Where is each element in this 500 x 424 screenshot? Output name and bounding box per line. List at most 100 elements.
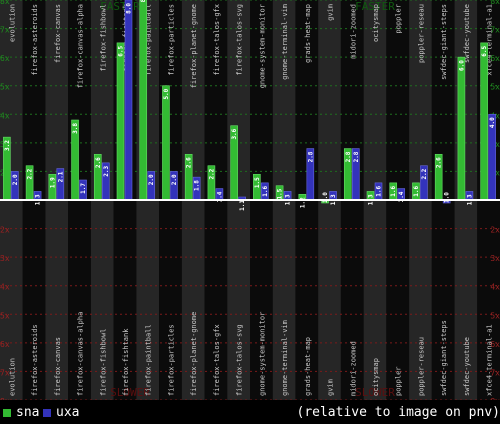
- value-label-uxa: 2.8: [307, 151, 314, 162]
- category-label-lower: firefox-fishtank: [122, 328, 130, 396]
- y-tick-upper-left: 7x: [0, 26, 10, 35]
- value-label-uxa: 1.6: [262, 185, 269, 196]
- legend-swatch-sna: [3, 409, 11, 417]
- value-label-uxa: 1.7: [80, 183, 87, 194]
- category-label-lower: firefox-asteroids: [31, 324, 39, 396]
- category-label-upper: firefox-talos-svg: [236, 4, 244, 76]
- bar-sna: [480, 42, 488, 201]
- value-label-uxa: 8.0: [126, 3, 133, 14]
- bar-sna: [139, 0, 148, 201]
- legend-item-uxa: uxa: [43, 402, 79, 424]
- y-tick-lower-right: 4x: [490, 283, 500, 292]
- value-label-uxa: 1.0: [444, 192, 451, 203]
- y-tick-upper-right: 5x: [490, 83, 500, 92]
- category-label-lower: midori-zoomed: [349, 341, 357, 396]
- value-label-sna: 2.2: [208, 168, 215, 179]
- y-tick-upper-right: 8x: [490, 0, 500, 6]
- category-label-lower: firefox-particles: [167, 324, 175, 396]
- reference-note: (relative to image on pnv): [296, 405, 500, 420]
- y-tick-lower-right: 6x: [490, 340, 500, 349]
- category-label-upper: firefox-canvas-alpha: [77, 4, 85, 88]
- category-label-upper: gvim: [327, 4, 335, 21]
- bar-sna: [457, 56, 466, 201]
- y-tick-lower-left: 3x: [0, 254, 10, 263]
- value-label-sna: 2.6: [95, 157, 102, 168]
- category-label-lower: firefox-fishbowl: [99, 329, 107, 396]
- y-tick-lower-left: 4x: [0, 283, 10, 292]
- category-label-lower: gvim: [327, 379, 335, 396]
- value-label-sna: 2.6: [436, 157, 443, 168]
- category-label-upper: evolution: [8, 4, 16, 42]
- bar-uxa: [124, 0, 133, 201]
- value-label-uxa: 2.3: [103, 165, 110, 176]
- value-label-uxa: 4.0: [489, 117, 496, 128]
- y-tick-lower-left: 5x: [0, 311, 10, 320]
- legend: sna uxa (relative to image on pnv): [0, 402, 500, 424]
- comparison-bar-chart: 2x2x3x3x4x4x5x5x6x6x7x7x8x8x2x2x3x3x4x4x…: [0, 0, 500, 400]
- y-tick-lower-left: 8x: [0, 397, 10, 400]
- slower-watermark: SLOWER: [110, 386, 150, 399]
- category-label-upper: poppler-reseau: [417, 4, 425, 63]
- value-label-uxa: 2.0: [12, 174, 19, 185]
- value-label-sna: 1.5: [277, 188, 284, 199]
- y-tick-upper-left: 8x: [0, 0, 10, 6]
- y-tick-upper-left: 5x: [0, 83, 10, 92]
- y-tick-lower-right: 2x: [490, 226, 500, 235]
- category-label-lower: firefox-canvas-alpha: [77, 312, 85, 396]
- category-label-upper: poppler: [395, 4, 403, 34]
- value-label-sna: 3.2: [4, 140, 11, 151]
- value-label-sna: 1.9: [49, 177, 56, 188]
- value-label-uxa: 2.2: [421, 168, 428, 179]
- category-label-upper: ocitysmap: [372, 4, 380, 42]
- category-label-lower: gnome-terminal-vim: [281, 320, 289, 396]
- bar-sna: [162, 85, 170, 201]
- category-label-lower: ocitysmap: [372, 358, 380, 396]
- legend-swatch-uxa: [43, 409, 51, 417]
- value-label-sna: 6.5: [481, 45, 488, 56]
- category-label-lower: grads-heat-map: [304, 337, 312, 396]
- value-label-uxa: 1.4: [398, 191, 405, 202]
- y-tick-lower-right: 8x: [490, 397, 500, 400]
- value-label-uxa: 1.4: [216, 191, 223, 202]
- bar-sna: [116, 42, 125, 201]
- y-tick-upper-right: 6x: [490, 54, 500, 63]
- value-label-uxa: 1.6: [376, 185, 383, 196]
- y-tick-lower-right: 7x: [490, 368, 500, 377]
- value-label-uxa: 2.0: [148, 174, 155, 185]
- category-label-lower: firefox-talos-svg: [236, 324, 244, 396]
- y-tick-lower-left: 2x: [0, 226, 10, 235]
- legend-label-sna: sna: [16, 405, 40, 420]
- value-label-sna: 1.5: [254, 177, 261, 188]
- value-label-sna: 2.6: [186, 157, 193, 168]
- value-label-sna: 3.6: [231, 128, 238, 139]
- y-tick-lower-right: 3x: [490, 254, 500, 263]
- value-label-sna: 8.4: [140, 0, 147, 2]
- category-label-upper: firefox-paintball: [145, 4, 153, 76]
- value-label-uxa: 1.1: [239, 200, 246, 211]
- category-label-upper: firefox-fishbowl: [99, 4, 107, 71]
- value-label-uxa: 2.1: [57, 171, 64, 182]
- category-label-upper: firefox-talos-gfx: [213, 4, 221, 76]
- y-tick-upper-right: 7x: [490, 26, 500, 35]
- y-tick-upper-left: 6x: [0, 54, 10, 63]
- value-label-uxa: 2.0: [171, 174, 178, 185]
- value-label-sna: 5.0: [163, 88, 170, 99]
- value-label-sna: 6.5: [118, 45, 125, 56]
- value-label-sna: 1.2: [299, 197, 306, 208]
- category-label-upper: swfdec-giant-steps: [440, 4, 448, 80]
- category-label-upper: gnome-system-monitor: [258, 4, 266, 88]
- category-label-lower: swfdec-youtube: [463, 337, 471, 396]
- value-label-sna: 2.8: [345, 151, 352, 162]
- value-label-uxa: 1.8: [194, 180, 201, 191]
- category-label-lower: poppler: [395, 366, 403, 396]
- category-label-upper: midori-zoomed: [349, 4, 357, 59]
- category-label-lower: poppler-reseau: [417, 337, 425, 396]
- y-tick-lower-left: 6x: [0, 340, 10, 349]
- category-label-lower: gnome-system-monitor: [258, 312, 266, 396]
- category-label-upper: gnome-terminal-vim: [281, 4, 289, 80]
- slower-watermark: SLOWER: [355, 386, 395, 399]
- value-label-sna: 3.8: [72, 123, 79, 134]
- category-label-lower: firefox-talos-gfx: [213, 324, 221, 396]
- value-label-sna: 1.6: [413, 185, 420, 196]
- category-label-upper: xfce4-terminal-a1: [486, 4, 494, 76]
